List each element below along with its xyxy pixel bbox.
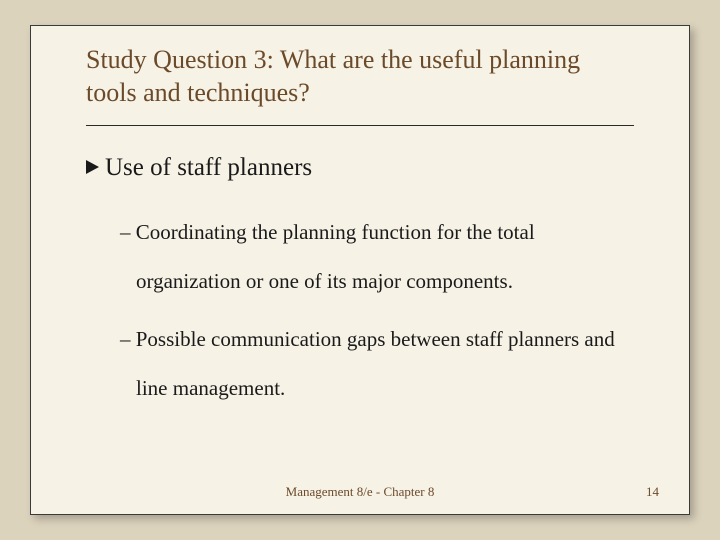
dash-icon: – [120, 327, 136, 351]
slide: Study Question 3: What are the useful pl… [30, 25, 690, 515]
arrow-icon [86, 160, 99, 174]
footer-center-text: Management 8/e - Chapter 8 [286, 484, 435, 500]
title-area: Study Question 3: What are the useful pl… [31, 26, 689, 119]
bullet-level2: – Coordinating the planning function for… [120, 208, 634, 307]
slide-number: 14 [646, 484, 659, 500]
bullet-level2-text: Coordinating the planning function for t… [136, 220, 535, 293]
body-area: Use of staff planners – Coordinating the… [31, 126, 689, 413]
bullet-level2-text: Possible communication gaps between staf… [136, 327, 615, 400]
footer: Management 8/e - Chapter 8 14 [31, 484, 689, 500]
bullet-level2: – Possible communication gaps between st… [120, 315, 634, 414]
dash-icon: – [120, 220, 136, 244]
bullet-level1-text: Use of staff planners [105, 154, 312, 181]
slide-title: Study Question 3: What are the useful pl… [86, 44, 634, 109]
bullet-level1: Use of staff planners [86, 154, 634, 182]
